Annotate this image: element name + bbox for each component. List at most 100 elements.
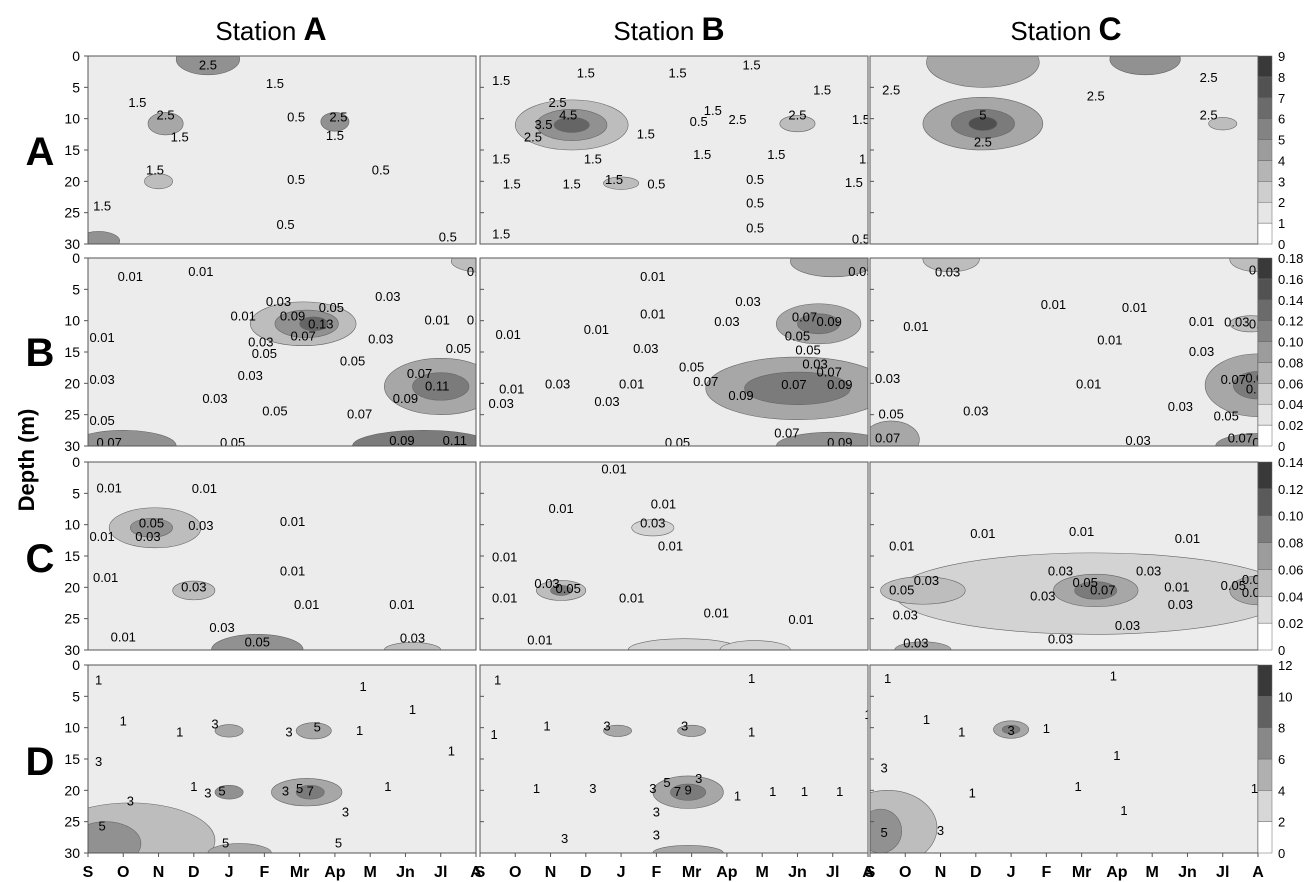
contour-label: 1.5	[813, 82, 831, 97]
contour-label: 1	[748, 725, 755, 740]
contour-label: 0.03	[188, 518, 213, 533]
contour-label: 2.5	[549, 95, 567, 110]
contour-label: 0.01	[280, 514, 305, 529]
contour-label: 0.03	[209, 620, 234, 635]
contour-label: 1.5	[503, 176, 521, 191]
contour-label: 0.07	[1221, 372, 1246, 387]
depth-tick-label: 10	[64, 720, 80, 736]
contour-label: 2.5	[199, 57, 217, 72]
contour-label: 0.03	[802, 357, 827, 372]
panel-background	[88, 56, 476, 244]
contour-label: 0.5	[276, 217, 294, 232]
contour-region	[926, 56, 1040, 88]
contour-label: 0.11	[1246, 382, 1270, 397]
contour-label: 1	[769, 784, 776, 799]
depth-tick-label: 15	[64, 344, 80, 360]
month-axis: S O N D J F Mr Ap M Jn Jl AS O N D J F Mr Ap M Jn Jl AS O N D J F Mr…	[83, 853, 1264, 881]
contour-label: 3	[937, 823, 944, 838]
contour-label: 0.01	[788, 612, 813, 627]
colorbar-tick-label: 2	[1278, 815, 1285, 830]
contour-label: 0.01	[548, 501, 573, 516]
colorbar-segment	[1257, 403, 1273, 426]
contour-region	[779, 115, 816, 133]
contour-label: 0.01	[651, 497, 676, 512]
contour-region	[790, 258, 868, 278]
contour-label: 1.5	[128, 95, 146, 110]
column-title-station-a: Station A	[215, 11, 326, 47]
contour-label: 0.03	[368, 331, 393, 346]
colorbar-tick-label: 8	[1278, 721, 1285, 736]
colorbar-segment	[1257, 383, 1273, 405]
panel-b-station-b: 0.010.010.050.030.030.01 0.010.07 0.090.05…	[479, 257, 869, 447]
contour-label: 0.09	[728, 388, 753, 403]
depth-tick-label: 25	[64, 205, 80, 221]
contour-label: 3	[95, 754, 102, 769]
contour-region	[922, 258, 980, 273]
colorbar-segment	[1257, 790, 1273, 822]
panel-c-station-a: 0.01 0.010.010.05 0.030.01 0.030.010.010.03…	[64, 454, 477, 658]
contour-label: 1	[448, 743, 455, 758]
colorbar-tick-label: 9	[1278, 49, 1285, 64]
contour-label: 0.07	[97, 435, 122, 450]
contour-label: 0.07	[347, 407, 372, 422]
contour-label: 1	[409, 702, 416, 717]
depth-tick-label: 15	[64, 751, 80, 767]
contour-label: 0.05	[245, 634, 270, 649]
contour-label: 3	[603, 718, 610, 733]
panel-background	[88, 258, 476, 446]
contour-label: 0.01	[1164, 579, 1189, 594]
contour-label: 1.5	[266, 76, 284, 91]
contour-region	[603, 176, 640, 190]
contour-label: 0.03	[1224, 315, 1249, 330]
contour-label: 0.07	[1090, 582, 1115, 597]
contour-label: 0.03	[1125, 433, 1150, 448]
colorbar-segment	[1257, 622, 1273, 651]
contour-region	[451, 258, 476, 273]
contour-label: 3	[589, 781, 596, 796]
contour-label: 1.5	[492, 151, 510, 166]
contour-label: 0.01	[280, 564, 305, 579]
contour-label: 1	[533, 781, 540, 796]
contour-region	[1229, 258, 1258, 273]
colorbar-segment	[1257, 569, 1273, 597]
contour-label: 3	[285, 725, 292, 740]
contour-label: 0.01	[425, 313, 450, 328]
contour-label: 2.5	[1087, 89, 1105, 104]
contour-label: 0.05	[879, 407, 904, 422]
contour-label: 0.01	[93, 570, 118, 585]
colorbar-tick-label: 0.08	[1278, 536, 1303, 551]
contour-region	[1229, 315, 1258, 333]
contour-label: 1.5	[637, 126, 655, 141]
contour-label: 0.03	[467, 264, 492, 279]
contour-label: 0.03	[875, 371, 900, 386]
month-label: Mr	[290, 864, 310, 881]
colorbars: 012345678900.020.040.060.080.100.120.140…	[1257, 49, 1303, 861]
month-label: D	[970, 864, 982, 881]
contour-label: 0.5	[647, 176, 665, 191]
depth-tick-label: 5	[72, 281, 80, 297]
colorbar-tick-label: 0	[1278, 643, 1285, 658]
panel-b-station-a: 0.01 0.01 0.030.03 0.050.030.01 0.090.130.07…	[64, 250, 492, 454]
contour-label: 0.05	[220, 435, 245, 450]
colorbar-tick-label: 0.14	[1278, 455, 1303, 470]
contour-label: 2.5	[974, 134, 992, 149]
contour-label: 0.03	[489, 396, 514, 411]
colorbar-tick-label: 0.14	[1278, 293, 1303, 308]
month-label: Mr	[682, 864, 702, 881]
month-label: Ap	[716, 864, 738, 881]
month-label: N	[545, 864, 557, 881]
contour-label: 2.5	[329, 109, 347, 124]
month-label: D	[188, 864, 200, 881]
depth-tick-label: 10	[64, 313, 80, 329]
colorbar-segment	[1257, 664, 1273, 697]
contour-label: 3	[1007, 723, 1014, 738]
contour-label: 0.09	[1245, 370, 1270, 385]
colorbar-tick-label: 0.10	[1278, 335, 1303, 350]
depth-tick-label: 25	[64, 407, 80, 423]
contour-label: 0.01	[619, 591, 644, 606]
row-label-d: D	[26, 740, 55, 784]
contour-region	[1229, 575, 1258, 606]
contour-label: 0.03	[1048, 631, 1073, 646]
colorbar-tick-label: 12	[1278, 658, 1292, 673]
contour-label: 0.5	[746, 220, 764, 235]
